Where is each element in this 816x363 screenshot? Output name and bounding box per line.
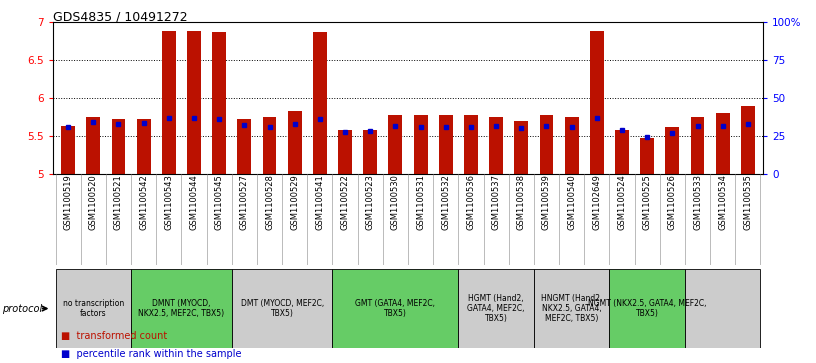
Bar [332,269,459,348]
Text: GSM1100519: GSM1100519 [64,174,73,230]
Text: DMT (MYOCD, MEF2C,
TBX5): DMT (MYOCD, MEF2C, TBX5) [241,299,324,318]
Bar [741,106,755,174]
Text: GSM1100538: GSM1100538 [517,174,526,230]
Bar [86,117,100,174]
Text: GSM1100542: GSM1100542 [140,174,149,230]
Text: no transcription
factors: no transcription factors [63,299,124,318]
Text: GSM1100534: GSM1100534 [718,174,727,230]
Bar [439,115,453,174]
Bar [534,269,610,348]
Bar [565,117,579,174]
Bar [187,31,201,174]
Bar [459,269,534,348]
Text: GDS4835 / 10491272: GDS4835 / 10491272 [53,11,188,24]
Bar [610,269,685,348]
Bar [690,117,704,174]
Bar [685,269,761,348]
Bar [162,31,175,174]
Text: GSM1100522: GSM1100522 [340,174,349,230]
Text: GSM1100539: GSM1100539 [542,174,551,230]
Text: GSM1100536: GSM1100536 [467,174,476,230]
Bar [489,117,503,174]
Text: DMNT (MYOCD,
NKX2.5, MEF2C, TBX5): DMNT (MYOCD, NKX2.5, MEF2C, TBX5) [139,299,224,318]
Text: GSM1100533: GSM1100533 [693,174,702,230]
Bar [388,115,402,174]
Text: GSM1100527: GSM1100527 [240,174,249,230]
Bar [237,119,251,174]
Text: GMT (GATA4, MEF2C,
TBX5): GMT (GATA4, MEF2C, TBX5) [356,299,436,318]
Bar [61,126,75,174]
Text: GSM1100540: GSM1100540 [567,174,576,230]
Text: ■  transformed count: ■ transformed count [61,331,167,341]
Bar [212,32,226,174]
Text: ■  percentile rank within the sample: ■ percentile rank within the sample [61,349,242,359]
Text: HNGMT (Hand2,
NKX2.5, GATA4,
MEF2C, TBX5): HNGMT (Hand2, NKX2.5, GATA4, MEF2C, TBX5… [541,294,602,323]
Text: GSM1100532: GSM1100532 [441,174,450,230]
Text: GSM1100531: GSM1100531 [416,174,425,230]
Bar [131,269,232,348]
Text: protocol: protocol [2,303,42,314]
Bar [665,127,679,174]
Bar [137,119,151,174]
Text: GSM1100544: GSM1100544 [189,174,198,230]
Text: GSM1100528: GSM1100528 [265,174,274,230]
Bar [539,115,553,174]
Bar [112,119,126,174]
Bar [263,117,277,174]
Bar [716,113,730,174]
Text: GSM1100521: GSM1100521 [114,174,123,230]
Text: GSM1100530: GSM1100530 [391,174,400,230]
Text: HGMT (Hand2,
GATA4, MEF2C,
TBX5): HGMT (Hand2, GATA4, MEF2C, TBX5) [468,294,525,323]
Bar [464,115,478,174]
Bar [288,111,302,174]
Text: GSM1100537: GSM1100537 [491,174,500,230]
Text: GSM1100543: GSM1100543 [164,174,173,230]
Bar [55,269,131,348]
Bar [590,31,604,174]
Text: GSM1102649: GSM1102649 [592,174,601,230]
Text: GSM1100525: GSM1100525 [643,174,652,230]
Text: NGMT (NKX2.5, GATA4, MEF2C,
TBX5): NGMT (NKX2.5, GATA4, MEF2C, TBX5) [588,299,707,318]
Text: GSM1100545: GSM1100545 [215,174,224,230]
Bar [313,32,327,174]
Text: GSM1100524: GSM1100524 [618,174,627,230]
Text: GSM1100526: GSM1100526 [667,174,676,230]
Bar [615,130,629,174]
Bar [363,130,377,174]
Bar [338,130,352,174]
Bar [514,121,528,174]
Bar [641,138,654,174]
Text: GSM1100529: GSM1100529 [290,174,299,230]
Text: GSM1100523: GSM1100523 [366,174,375,230]
Text: GSM1100541: GSM1100541 [316,174,325,230]
Text: GSM1100520: GSM1100520 [89,174,98,230]
Bar [414,115,428,174]
Text: GSM1100535: GSM1100535 [743,174,752,230]
Bar [232,269,332,348]
